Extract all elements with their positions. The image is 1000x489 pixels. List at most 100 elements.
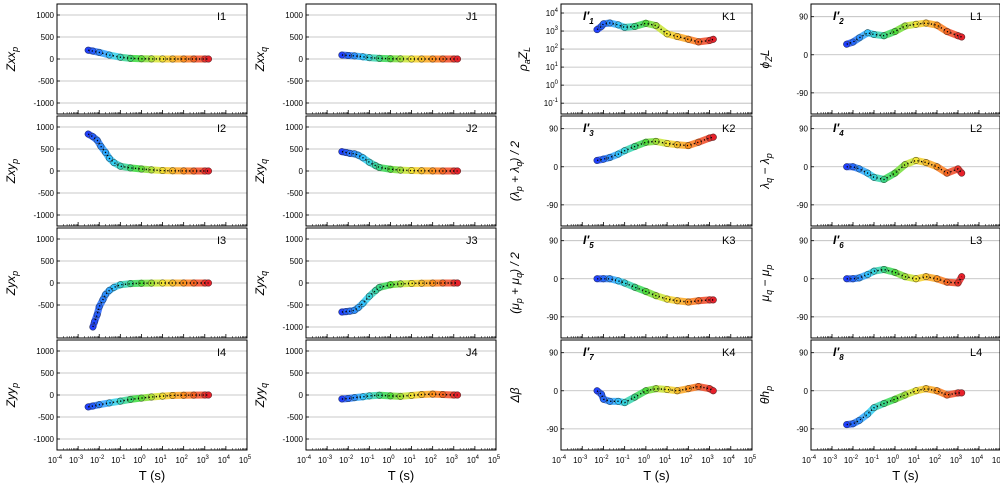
x-tick-label: 101 (403, 455, 416, 465)
y-tick-label: -90 (796, 425, 808, 434)
y-tick-label: 0 (554, 387, 559, 396)
x-tick-label: 103 (446, 455, 459, 465)
x-tick-label: 10-3 (823, 455, 838, 465)
data-point (360, 300, 366, 306)
y-tick-label: 90 (549, 349, 558, 358)
panel-label: J4 (466, 347, 478, 359)
x-tick-label: 10-1 (616, 455, 631, 465)
y-axis-label: Zxyp (4, 159, 20, 184)
y-axis-label: Zyxq (253, 271, 269, 296)
y-tick-label: 500 (41, 145, 55, 154)
x-tick-label: 105 (488, 455, 501, 465)
data-point (117, 163, 123, 169)
y-tick-label: 500 (290, 369, 304, 378)
y-tick-label: 100 (546, 80, 559, 90)
panel-label: J1 (466, 11, 478, 23)
data-point (892, 269, 898, 275)
data-point (892, 28, 898, 34)
y-tick-label: 1000 (36, 235, 54, 244)
x-tick-label: 10-2 (339, 455, 354, 465)
data-point (923, 159, 929, 165)
x-tick-label: 100 (887, 455, 900, 465)
data-point (843, 421, 849, 427)
panel-label: I1 (217, 11, 226, 23)
y-tick-label: 500 (41, 257, 55, 266)
x-tick-label: 102 (680, 455, 693, 465)
y-tick-label: -1000 (34, 211, 55, 220)
data-point (856, 417, 862, 423)
data-point (191, 168, 197, 174)
x-tick-label: 103 (701, 455, 714, 465)
y-tick-label: 500 (41, 33, 55, 42)
data-point (408, 280, 414, 286)
y-tick-label: 103 (546, 26, 559, 36)
x-tick-label: 102 (176, 455, 189, 465)
data-point (710, 388, 716, 394)
data-point (117, 282, 123, 288)
panel-label: J2 (466, 123, 478, 135)
y-tick-label: 1000 (36, 123, 54, 132)
y-tick-label: 102 (546, 44, 559, 54)
x-tick-label: 104 (971, 455, 984, 465)
y-tick-label: 1000 (285, 347, 303, 356)
y-tick-label: 500 (41, 369, 55, 378)
y-tick-label: -1000 (283, 99, 304, 108)
y-tick-label: 1000 (36, 11, 54, 20)
y-axis-label: θhp (758, 386, 774, 404)
data-point (615, 22, 621, 28)
data-point (397, 393, 403, 399)
y-tick-label: 101 (546, 62, 559, 72)
y-axis-label: (μp + μq) / 2 (508, 252, 524, 314)
x-tick-label: 105 (992, 455, 1000, 465)
y-axis-label: Zxxp (4, 47, 20, 72)
x-tick-label: 103 (197, 455, 210, 465)
x-tick-label: 101 (154, 455, 167, 465)
y-tick-label: -500 (287, 77, 304, 86)
panel-label: I4 (217, 347, 226, 359)
x-tick-label: 10-4 (802, 455, 817, 465)
x-tick-label: 10-2 (844, 455, 859, 465)
y-tick-label: 0 (554, 163, 559, 172)
x-tick-label: 100 (638, 455, 651, 465)
data-point (339, 52, 345, 58)
y-axis-label: Zyxp (4, 271, 20, 296)
y-tick-label: 0 (50, 391, 55, 400)
panel-label: K3 (722, 235, 735, 247)
data-point (958, 273, 964, 279)
panel-label: I2 (217, 123, 226, 135)
y-tick-label: 1000 (36, 347, 54, 356)
x-tick-label: 102 (425, 455, 438, 465)
x-tick-label: 10-4 (297, 455, 312, 465)
data-point (902, 23, 908, 29)
x-tick-label: 10-1 (360, 455, 375, 465)
x-tick-label: 105 (239, 455, 252, 465)
data-point (913, 388, 919, 394)
y-axis-label: μq − μp (758, 265, 774, 303)
y-tick-label: 1000 (285, 11, 303, 20)
data-point (685, 142, 691, 148)
data-point (632, 284, 638, 290)
y-tick-label: 0 (50, 279, 55, 288)
y-tick-label: 0 (50, 55, 55, 64)
y-axis-label: Zyyq (253, 383, 269, 408)
x-tick-label: 10-3 (573, 455, 588, 465)
x-tick-label: 10-3 (69, 455, 84, 465)
data-point (111, 284, 117, 290)
data-point (339, 396, 345, 402)
data-point (850, 39, 856, 45)
y-tick-label: 104 (546, 8, 559, 18)
y-tick-label: 10-1 (544, 98, 559, 108)
y-axis-label: Zyyp (4, 383, 20, 408)
y-tick-label: -1000 (34, 99, 55, 108)
y-axis-label: Zxxq (253, 47, 269, 72)
panel-label: K1 (722, 11, 735, 23)
